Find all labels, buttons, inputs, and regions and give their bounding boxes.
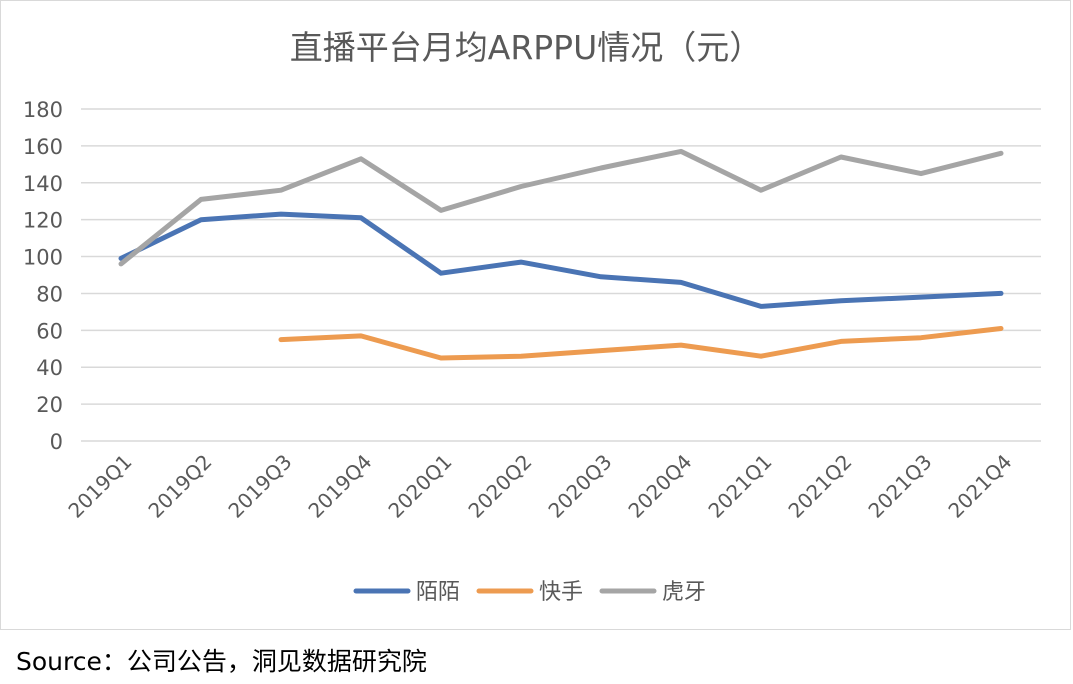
series-line-虎牙 [118,148,1004,267]
series-line-快手 [278,326,1004,361]
legend-label: 陌陌 [416,580,460,605]
y-tick-label: 40 [36,356,63,380]
gridlines [81,108,1041,442]
series-lines [118,148,1004,361]
y-tick-label: 160 [23,135,63,159]
y-tick-label: 100 [23,246,63,270]
x-tick-label: 2019Q3 [223,450,296,523]
x-tick-label: 2019Q4 [303,450,376,523]
y-tick-label: 0 [50,430,63,454]
x-tick-label: 2019Q2 [143,450,216,523]
x-tick-label: 2020Q1 [383,450,456,523]
source-note: Source：公司公告，洞见数据研究院 [16,647,427,676]
x-tick-label: 2020Q2 [463,450,536,523]
chart-frame: 直播平台月均ARPPU情况（元） 0 20 40 60 80 100 120 140 160 18… [0,0,1071,630]
legend-label: 快手 [539,580,583,605]
legend: 陌陌 快手 虎牙 [353,580,706,605]
x-tick-label: 2021Q4 [943,450,1016,523]
y-axis-ticks: 0 20 40 60 80 100 120 140 160 180 [23,98,63,454]
chart-title: 直播平台月均ARPPU情况（元） [290,28,762,67]
y-tick-label: 60 [36,319,63,343]
series-line-陌陌 [118,211,1004,309]
x-tick-label: 2019Q1 [63,450,136,523]
x-tick-label: 2021Q3 [863,450,936,523]
line-chart: 直播平台月均ARPPU情况（元） 0 20 40 60 80 100 120 140 160 18… [23,28,1041,605]
x-tick-label: 2020Q3 [543,450,616,523]
legend-label: 虎牙 [662,580,706,605]
x-axis-ticks: 2019Q1 2019Q2 2019Q3 2019Q4 2020Q1 2020Q2 2020… [63,450,1016,523]
y-tick-label: 80 [36,282,63,306]
y-tick-label: 180 [23,98,63,122]
x-tick-label: 2021Q1 [703,450,776,523]
y-tick-label: 120 [23,209,63,233]
y-tick-label: 140 [23,172,63,196]
x-tick-label: 2020Q4 [623,450,696,523]
y-tick-label: 20 [36,393,63,417]
x-tick-label: 2021Q2 [783,450,856,523]
